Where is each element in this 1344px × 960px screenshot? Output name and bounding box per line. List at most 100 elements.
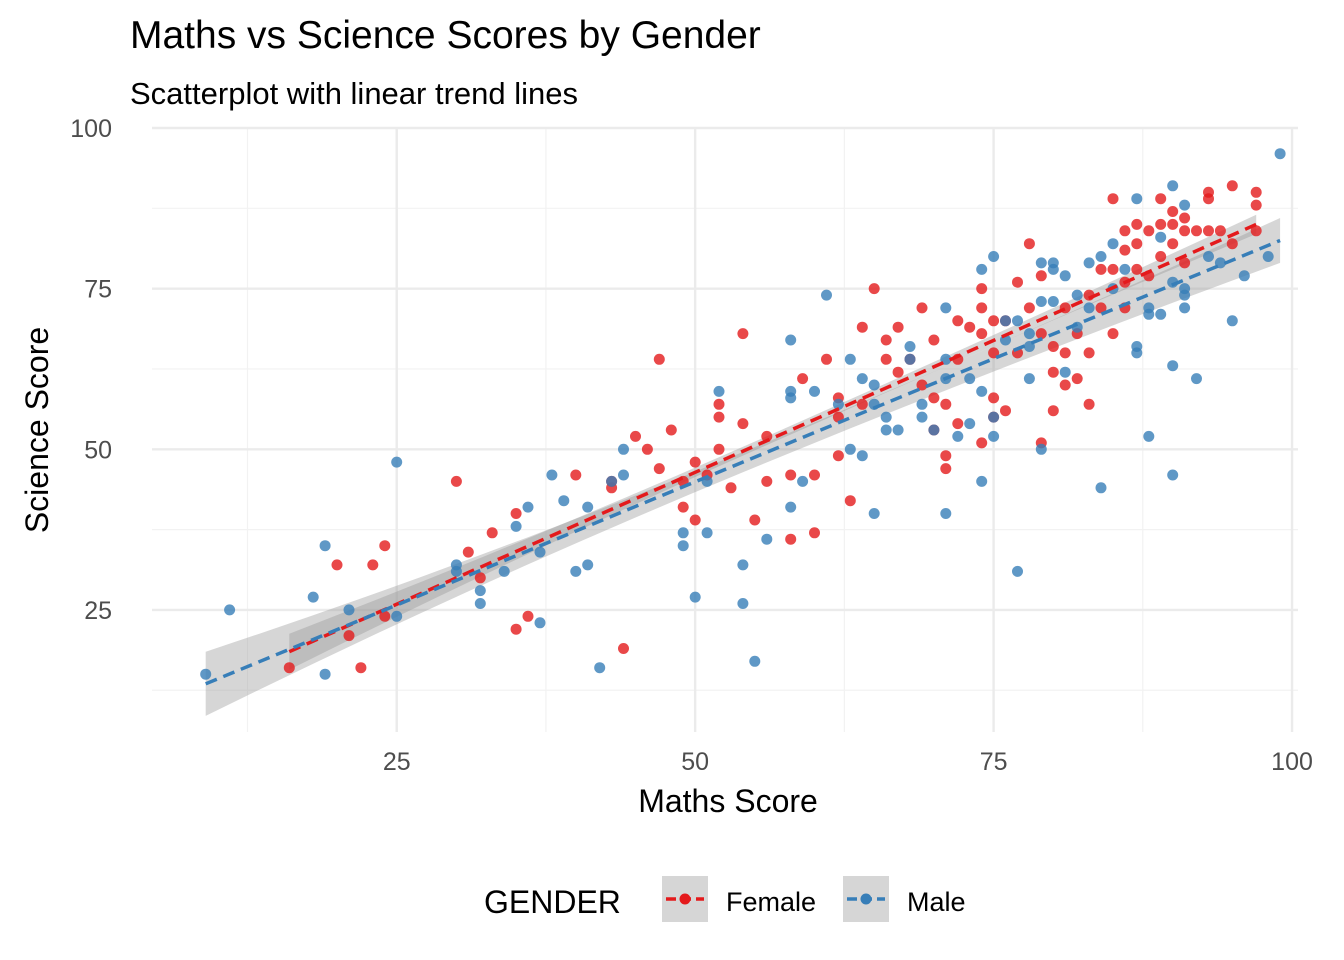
- point-female: [976, 437, 988, 449]
- point-female: [474, 572, 486, 584]
- point-male: [868, 508, 880, 519]
- point-female: [1083, 398, 1095, 410]
- point-female: [1226, 180, 1238, 192]
- point-male: [749, 655, 761, 667]
- x-tick-label: 100: [1271, 748, 1313, 776]
- point-female: [785, 469, 797, 481]
- point-female: [510, 508, 522, 519]
- point-female: [379, 540, 391, 552]
- point-male: [1059, 270, 1071, 282]
- point-male: [1047, 296, 1059, 307]
- point-female: [880, 334, 892, 346]
- point-female: [1179, 225, 1191, 237]
- point-male: [582, 501, 594, 513]
- point-male: [1035, 296, 1047, 307]
- point-male: [1179, 302, 1191, 314]
- point-female: [1047, 405, 1059, 417]
- point-male: [1012, 565, 1023, 577]
- point-male: [224, 604, 236, 616]
- point-male: [582, 559, 594, 571]
- point-female: [1250, 225, 1262, 237]
- point-male: [832, 398, 844, 410]
- point-female: [1035, 270, 1047, 282]
- point-female: [641, 443, 653, 455]
- point-male: [1083, 302, 1095, 314]
- point-female: [1023, 238, 1035, 250]
- legend-title: GENDER: [484, 884, 621, 920]
- point-female: [856, 398, 868, 410]
- point-male: [988, 251, 1000, 262]
- point-female: [713, 443, 725, 455]
- point-female: [1023, 302, 1035, 314]
- point-female: [1250, 186, 1262, 198]
- point-female: [916, 302, 928, 314]
- point-male: [737, 598, 749, 609]
- point-female: [1155, 193, 1167, 205]
- point-female: [940, 463, 952, 475]
- point-female: [283, 662, 295, 674]
- point-female: [868, 283, 880, 295]
- point-male: [1023, 373, 1035, 385]
- y-tick-label: 50: [84, 436, 112, 464]
- y-tick-label: 75: [84, 276, 112, 304]
- point-male: [534, 546, 546, 558]
- point-female: [570, 469, 582, 481]
- point-male: [1226, 315, 1238, 327]
- point-male: [558, 495, 570, 507]
- point-male: [391, 610, 403, 622]
- point-female: [1203, 193, 1214, 205]
- point-male: [1131, 193, 1143, 205]
- chart-subtitle: Scatterplot with linear trend lines: [130, 76, 579, 111]
- point-male: [892, 424, 904, 436]
- point-female: [1012, 276, 1023, 288]
- point-female: [1250, 199, 1262, 211]
- point-male: [1167, 360, 1179, 372]
- point-male: [1071, 289, 1083, 301]
- point-male: [1167, 469, 1179, 481]
- point-male: [1131, 341, 1143, 352]
- point-female: [713, 411, 725, 423]
- point-female: [737, 418, 749, 430]
- point-female: [1107, 328, 1119, 340]
- trend-line-female: [288, 222, 1257, 654]
- point-female: [1047, 366, 1059, 378]
- x-axis-title: Maths Score: [638, 783, 818, 819]
- point-male: [1047, 263, 1059, 275]
- point-male: [964, 418, 976, 430]
- x-tick-label: 50: [681, 748, 709, 776]
- point-female: [725, 482, 737, 494]
- point-male: [319, 540, 331, 552]
- legend-male-dot: [860, 893, 872, 905]
- point-female: [486, 527, 498, 539]
- point-female: [1179, 257, 1191, 269]
- point-female: [1131, 238, 1143, 250]
- point-male: [319, 668, 331, 680]
- point-male: [880, 411, 892, 423]
- point-male: [1274, 148, 1286, 160]
- point-male: [594, 662, 606, 674]
- chart-title: Maths vs Science Scores by Gender: [130, 14, 761, 57]
- point-male: [809, 385, 820, 397]
- point-male: [1238, 270, 1250, 282]
- point-female: [1179, 212, 1191, 224]
- point-female: [856, 321, 868, 333]
- point-male: [761, 533, 773, 545]
- point-male: [618, 469, 629, 481]
- point-male: [1167, 180, 1179, 192]
- point-male: [940, 302, 952, 314]
- point-female: [1071, 373, 1083, 385]
- point-female: [761, 430, 773, 442]
- point-female: [355, 662, 367, 674]
- point-male: [1191, 373, 1202, 385]
- point-male: [904, 353, 916, 365]
- data-points: [200, 148, 1286, 680]
- point-male: [988, 430, 1000, 442]
- point-female: [952, 315, 964, 327]
- point-female: [689, 456, 701, 468]
- point-female: [713, 398, 725, 410]
- point-female: [1143, 225, 1155, 237]
- point-male: [1119, 263, 1131, 275]
- point-female: [689, 514, 701, 526]
- point-male: [522, 501, 534, 513]
- point-male: [1155, 231, 1167, 243]
